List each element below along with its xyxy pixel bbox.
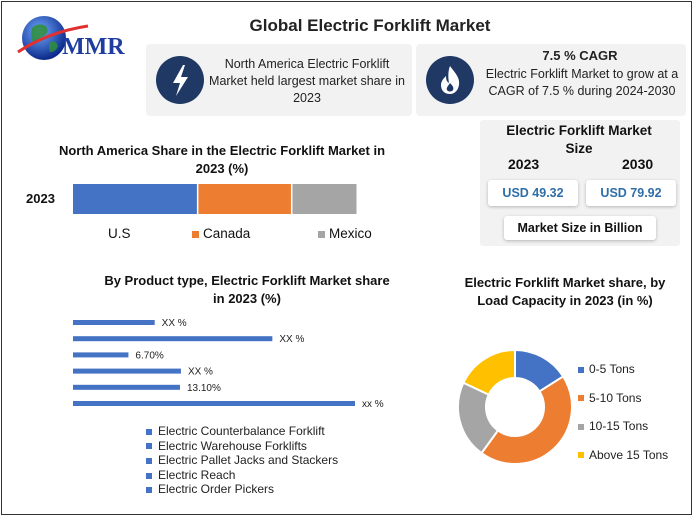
bar-segment-u-s: [73, 184, 197, 214]
na-share-chart-title: North America Share in the Electric Fork…: [58, 143, 386, 176]
product-bar-label: xx %: [362, 399, 384, 410]
bar-segment-canada: [198, 184, 291, 214]
product-legend-item: Electric Reach: [146, 468, 406, 483]
globe-icon: [17, 16, 89, 60]
product-legend-item: Electric Counterbalance Forklift: [146, 424, 406, 439]
product-legend-item: Electric Order Pickers: [146, 482, 406, 497]
donut-slice-5-10-tons: [480, 375, 573, 465]
logo: MMR: [14, 12, 144, 64]
logo-text: MMR: [62, 34, 125, 60]
legend-swatch: [578, 366, 584, 373]
bar-segment-mexico: [292, 184, 357, 214]
highlight-text: Electric Forklift Market to grow at a CA…: [485, 67, 679, 98]
legend-swatch: [146, 472, 152, 479]
legend-swatch: [318, 230, 325, 238]
na-share-year-label: 2023: [26, 191, 55, 206]
donut-legend-item: Above 15 Tons: [578, 448, 688, 477]
product-bar-label: XX %: [188, 367, 213, 378]
product-bar-chart: XX % XX % 6.70% XX % 13.10% xx %: [73, 318, 384, 410]
cagr-heading: 7.5 % CAGR: [542, 48, 618, 63]
legend-canada: Canada: [192, 226, 250, 241]
product-bar: [73, 368, 181, 374]
highlight-card-north-america: North America Electric Forklift Market h…: [146, 44, 412, 116]
product-bar-label: 6.70%: [135, 350, 163, 361]
legend-mexico: Mexico: [318, 226, 372, 241]
market-size-title: Electric Forklift Market Size: [506, 123, 652, 156]
value-2030: USD 79.92: [586, 180, 676, 206]
legend-us: U.S: [108, 226, 131, 241]
load-capacity-legend: 0-5 Tons 5-10 Tons 10-15 Tons Above 15 Tons: [578, 362, 688, 476]
market-size-panel: Electric Forklift Market Size 2023 2030 …: [480, 120, 680, 246]
product-bar-label: 13.10%: [187, 383, 221, 394]
product-bar-label: XX %: [279, 334, 304, 345]
donut-legend-item: 5-10 Tons: [578, 391, 688, 420]
na-share-legend: U.S Canada Mexico: [100, 226, 390, 244]
legend-swatch: [146, 428, 152, 435]
product-bar: [73, 352, 129, 358]
load-capacity-chart-title: Electric Forklift Market share, by Load …: [464, 275, 666, 308]
product-legend: Electric Counterbalance Forklift Electric…: [146, 424, 406, 497]
product-bar: [73, 320, 155, 325]
donut-slice-above-15-tons: [462, 348, 516, 396]
product-chart-title: By Product type, Electric Forklift Marke…: [104, 273, 390, 306]
load-capacity-donut: [457, 348, 573, 465]
flame-icon: [426, 56, 474, 104]
legend-swatch: [146, 487, 152, 494]
legend-swatch: [578, 395, 584, 402]
page-title: Global Electric Forklift Market: [249, 16, 491, 35]
legend-swatch: [146, 458, 152, 465]
donut-legend-item: 10-15 Tons: [578, 419, 688, 448]
lightning-icon: [156, 56, 204, 104]
highlight-card-cagr: 7.5 % CAGR Electric Forklift Market to g…: [416, 44, 686, 116]
legend-swatch: [192, 230, 199, 238]
legend-swatch: [578, 423, 584, 430]
year-2023-label: 2023: [508, 156, 540, 172]
year-2030-label: 2030: [622, 156, 654, 172]
product-bar: [73, 384, 180, 390]
product-bar: [73, 401, 355, 406]
product-legend-item: Electric Warehouse Forklifts: [146, 439, 406, 454]
product-bar: [73, 336, 273, 342]
donut-legend-item: 0-5 Tons: [578, 362, 688, 391]
legend-swatch: [146, 443, 152, 450]
legend-swatch: [578, 452, 584, 459]
product-legend-item: Electric Pallet Jacks and Stackers: [146, 453, 406, 468]
market-size-footer: Market Size in Billion: [504, 216, 656, 240]
value-2023: USD 49.32: [488, 180, 578, 206]
highlight-text: North America Electric Forklift Market h…: [209, 57, 405, 105]
na-share-stacked-bar: [73, 184, 357, 214]
product-bar-label: XX %: [162, 318, 187, 329]
